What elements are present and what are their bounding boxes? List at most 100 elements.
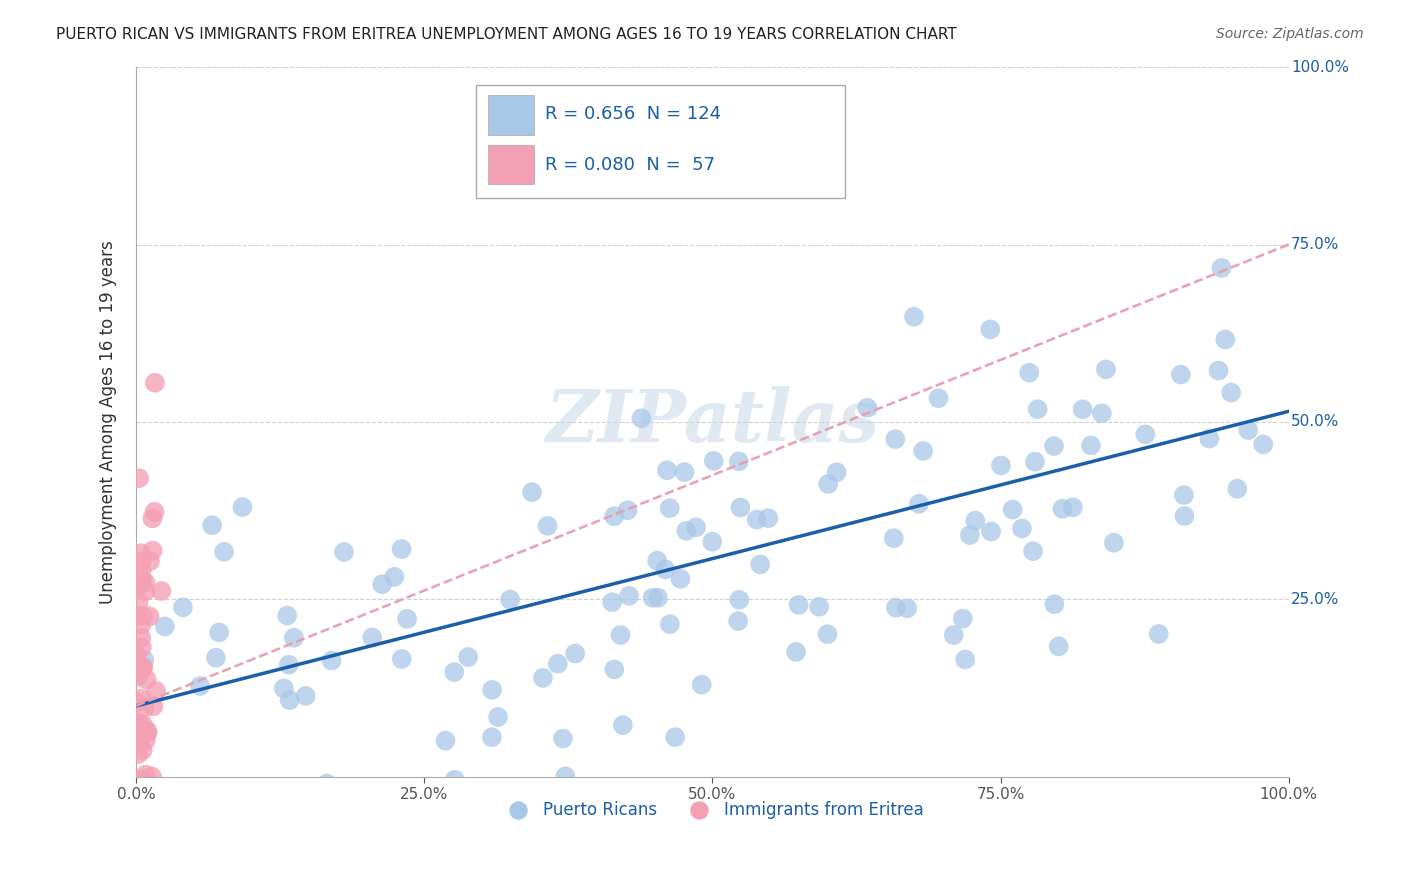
Point <box>186 782 208 797</box>
Point <box>564 647 586 661</box>
Point <box>1213 333 1236 347</box>
Point <box>361 631 384 645</box>
Point <box>673 465 696 479</box>
Point <box>551 731 574 746</box>
Point <box>787 598 810 612</box>
Legend: Puerto Ricans, Immigrants from Eritrea: Puerto Ricans, Immigrants from Eritrea <box>495 794 931 825</box>
Point <box>134 701 156 715</box>
Point <box>127 732 149 747</box>
Point <box>647 591 669 605</box>
Text: 25.0%: 25.0% <box>1291 592 1340 607</box>
Point <box>129 691 152 706</box>
Point <box>277 657 299 672</box>
Point <box>965 514 987 528</box>
Point <box>132 660 155 674</box>
Point <box>276 608 298 623</box>
Point <box>730 500 752 515</box>
Point <box>825 465 848 479</box>
Point <box>143 376 166 390</box>
Text: 75.0%: 75.0% <box>1291 237 1340 252</box>
Point <box>128 735 150 749</box>
Point <box>690 678 713 692</box>
Point <box>125 791 148 805</box>
Point <box>531 671 554 685</box>
Point <box>128 839 150 854</box>
Point <box>959 528 981 542</box>
Point <box>231 500 253 514</box>
Point <box>129 772 152 787</box>
Point <box>136 725 159 739</box>
Point <box>664 730 686 744</box>
Point <box>135 733 157 747</box>
Point <box>1043 597 1066 611</box>
Point <box>856 401 879 415</box>
Point <box>129 729 152 743</box>
Point <box>321 654 343 668</box>
Point <box>481 730 503 744</box>
Point <box>142 543 165 558</box>
Point <box>128 716 150 731</box>
Point <box>1018 366 1040 380</box>
Point <box>443 665 465 679</box>
Point <box>278 693 301 707</box>
Point <box>129 664 152 678</box>
Point <box>127 660 149 674</box>
Point <box>1237 423 1260 437</box>
Point <box>942 628 965 642</box>
Point <box>883 531 905 545</box>
Point <box>817 477 839 491</box>
Point <box>952 611 974 625</box>
Point <box>129 723 152 738</box>
Point <box>912 444 935 458</box>
Point <box>603 662 626 676</box>
Point <box>131 555 153 569</box>
Point <box>1095 362 1118 376</box>
Text: 100.0%: 100.0% <box>1291 60 1348 75</box>
Point <box>658 501 681 516</box>
Point <box>283 631 305 645</box>
Point <box>1071 402 1094 417</box>
Point <box>537 519 560 533</box>
Point <box>1011 521 1033 535</box>
Point <box>127 716 149 731</box>
Point <box>1135 427 1157 442</box>
Point <box>136 723 159 738</box>
Point <box>212 545 235 559</box>
Point <box>616 503 638 517</box>
Point <box>884 432 907 446</box>
Point <box>1173 508 1195 523</box>
Point <box>127 609 149 624</box>
Point <box>205 650 228 665</box>
Point <box>486 710 509 724</box>
Point <box>655 463 678 477</box>
Point <box>980 524 1002 539</box>
Point <box>658 617 681 632</box>
Point <box>481 682 503 697</box>
Point <box>702 534 724 549</box>
Point <box>471 781 494 796</box>
Point <box>499 592 522 607</box>
Point <box>153 619 176 633</box>
Point <box>444 772 467 787</box>
Point <box>135 673 157 687</box>
Point <box>617 589 640 603</box>
Point <box>134 575 156 590</box>
Point <box>131 640 153 655</box>
Point <box>382 570 405 584</box>
Point <box>903 310 925 324</box>
Point <box>129 546 152 560</box>
Point <box>434 733 457 747</box>
Point <box>654 562 676 576</box>
Point <box>1220 385 1243 400</box>
Point <box>603 509 626 524</box>
Point <box>141 511 163 525</box>
Point <box>128 596 150 610</box>
Point <box>908 497 931 511</box>
Point <box>391 652 413 666</box>
Point <box>756 511 779 525</box>
Point <box>273 681 295 696</box>
Text: R = 0.656  N = 124: R = 0.656 N = 124 <box>546 105 721 123</box>
FancyBboxPatch shape <box>488 95 534 135</box>
Point <box>1022 544 1045 558</box>
Point <box>600 595 623 609</box>
